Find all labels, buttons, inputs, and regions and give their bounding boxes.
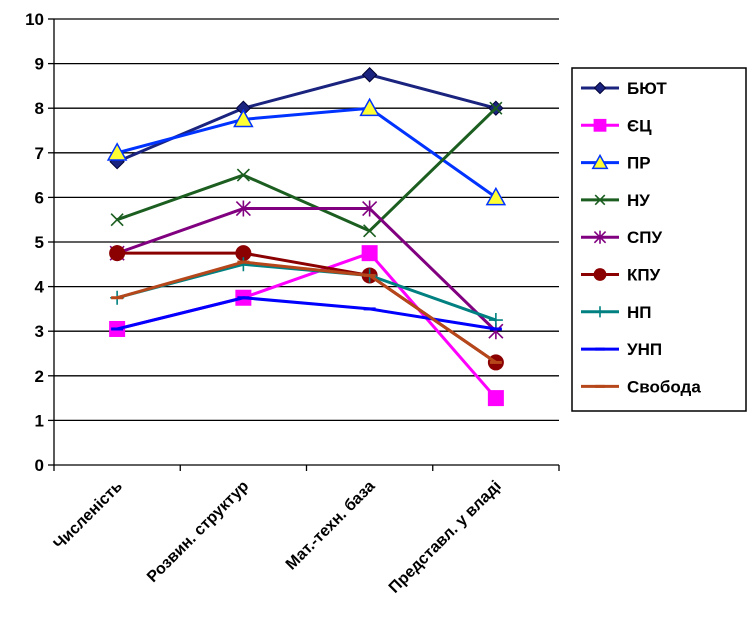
y-tick-label: 2 bbox=[35, 367, 44, 386]
axes bbox=[48, 18, 560, 471]
data-point bbox=[359, 97, 380, 117]
legend-swatch-marker bbox=[594, 306, 606, 318]
legend-label: Свобода bbox=[627, 377, 701, 396]
legend-label: БЮТ bbox=[627, 79, 667, 98]
legend-label: ПР bbox=[627, 154, 651, 173]
series-9 bbox=[111, 260, 502, 364]
data-point bbox=[235, 245, 252, 262]
data-point bbox=[236, 168, 250, 182]
series-6 bbox=[109, 245, 504, 371]
y-tick-label: 8 bbox=[35, 99, 44, 118]
y-tick-label: 1 bbox=[35, 411, 44, 430]
x-tick-label: Представл. у владі bbox=[386, 478, 505, 597]
y-tick-label: 6 bbox=[35, 188, 44, 207]
legend-swatch-marker bbox=[593, 230, 607, 244]
data-point bbox=[487, 390, 504, 407]
series-line bbox=[116, 262, 497, 322]
series-line bbox=[116, 207, 497, 333]
legend-swatch-marker bbox=[594, 194, 606, 206]
data-point bbox=[235, 200, 251, 217]
legend-label: УНП bbox=[627, 340, 662, 359]
x-axis-tick-labels: Численість Розвин. структур Мат.-техн. баз… bbox=[51, 478, 505, 597]
series-group bbox=[106, 67, 507, 407]
y-tick-label: 9 bbox=[35, 55, 44, 74]
data-point bbox=[106, 142, 128, 161]
series-line bbox=[116, 260, 497, 364]
data-point bbox=[488, 313, 503, 328]
legend-label: НП bbox=[627, 303, 652, 322]
legend: БЮТ ЄЦ ПР НУ СПУ КПУ НП УНП Свобода bbox=[571, 67, 747, 412]
data-point bbox=[485, 186, 507, 206]
legend-item: ЄЦ bbox=[581, 116, 652, 135]
x-tick-label: Мат.-техн. база bbox=[283, 478, 379, 574]
series-line bbox=[116, 73, 497, 164]
data-point bbox=[361, 67, 378, 83]
data-point bbox=[363, 224, 377, 238]
legend-item: КПУ bbox=[581, 266, 661, 285]
x-tick-label: Розвин. структур bbox=[144, 478, 252, 586]
legend-label: ЄЦ bbox=[627, 116, 652, 135]
legend-item: НП bbox=[581, 303, 652, 322]
data-point bbox=[361, 245, 378, 262]
y-tick-label: 7 bbox=[35, 144, 44, 163]
legend-item: СПУ bbox=[581, 228, 662, 247]
series-3 bbox=[106, 97, 507, 206]
series-1 bbox=[109, 67, 504, 170]
legend-item: ПР bbox=[581, 154, 651, 173]
y-tick-label: 3 bbox=[35, 322, 44, 341]
y-tick-label: 4 bbox=[35, 278, 45, 297]
series-line bbox=[116, 107, 497, 233]
series-line bbox=[116, 106, 497, 199]
legend-item: Свобода bbox=[581, 377, 701, 396]
grid-lines bbox=[54, 18, 559, 422]
data-point bbox=[233, 108, 254, 128]
y-tick-label: 10 bbox=[25, 10, 44, 29]
y-tick-label: 0 bbox=[35, 456, 44, 475]
legend-swatch-marker bbox=[593, 268, 607, 281]
legend-item: БЮТ bbox=[581, 79, 667, 98]
legend-swatch-marker bbox=[591, 153, 609, 170]
data-point bbox=[109, 245, 126, 262]
data-point bbox=[362, 200, 378, 217]
legend-swatch-marker bbox=[593, 81, 607, 95]
y-axis-tick-labels: 0 1 2 3 4 5 6 7 8 9 10 bbox=[25, 10, 44, 475]
legend-label: КПУ bbox=[627, 266, 661, 285]
legend-item: НУ bbox=[581, 191, 650, 210]
y-tick-label: 5 bbox=[35, 233, 44, 252]
data-point bbox=[489, 101, 503, 115]
data-point bbox=[110, 213, 124, 227]
series-4 bbox=[110, 101, 503, 238]
legend-item: УНП bbox=[581, 340, 662, 359]
legend-label: СПУ bbox=[627, 228, 662, 247]
x-tick-label: Численість bbox=[51, 478, 126, 553]
legend-label: НУ bbox=[627, 191, 650, 210]
legend-swatch-marker bbox=[593, 118, 607, 132]
